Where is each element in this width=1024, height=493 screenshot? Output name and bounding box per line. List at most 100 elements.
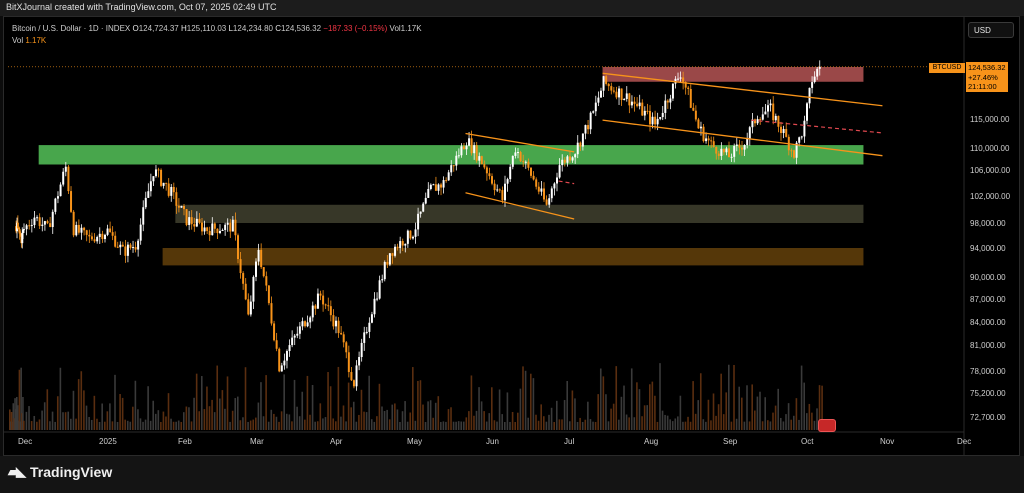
candle-body <box>273 323 276 341</box>
candle-body <box>666 100 669 103</box>
candle-body <box>514 152 517 156</box>
candle-body <box>144 197 147 208</box>
candle-body <box>599 90 602 98</box>
volume-bar <box>659 363 661 430</box>
volume-bar <box>496 421 498 430</box>
candle-body <box>780 126 782 134</box>
volume-bar <box>378 383 381 430</box>
candle-body <box>170 186 173 196</box>
tradingview-logo[interactable]: ▰◣ TradingView <box>8 464 112 480</box>
volume-bar <box>509 421 511 430</box>
candle-body <box>488 173 491 177</box>
candle-body <box>571 157 574 161</box>
volume-bar <box>208 406 211 430</box>
volume-bar <box>265 375 267 430</box>
candle-body <box>396 246 399 249</box>
volume-bar <box>470 375 473 430</box>
volume-bar <box>636 382 638 430</box>
volume-bar <box>38 419 41 430</box>
candle-body <box>728 148 730 158</box>
volume-bar <box>654 395 656 430</box>
volume-bar <box>242 417 244 430</box>
candle-body <box>316 293 319 309</box>
candle-body <box>260 249 263 268</box>
candle-body <box>684 81 687 88</box>
candle-body <box>329 306 332 316</box>
symbol-price-tag: BTCUSD <box>929 63 965 73</box>
candle-body <box>342 334 345 343</box>
volume-bar <box>183 412 185 430</box>
volume-bar <box>111 421 114 430</box>
candle-body <box>625 93 628 99</box>
volume-bar <box>519 388 522 430</box>
candle-body <box>470 138 473 154</box>
candle-body <box>811 82 814 88</box>
price-tick-label: 81,000.00 <box>970 341 1006 350</box>
candle-body <box>519 152 522 162</box>
volume-bar <box>201 376 203 430</box>
candle-body <box>754 119 756 124</box>
candle-body <box>445 180 448 182</box>
candle-body <box>23 229 25 231</box>
currency-button[interactable]: USD <box>968 22 1014 38</box>
candle-body <box>607 83 610 87</box>
candle-body <box>149 181 152 192</box>
volume-bar <box>587 401 589 430</box>
volume-bar <box>260 382 262 430</box>
volume-bar <box>267 421 270 430</box>
time-tick-label: Apr <box>330 437 343 446</box>
candle-body <box>376 298 379 300</box>
volume-bar <box>309 414 311 430</box>
volume-bar <box>811 412 813 430</box>
candle-body <box>301 321 304 327</box>
bar-countdown: 21:11:00 <box>968 82 997 91</box>
volume-bar <box>193 397 195 430</box>
time-tick-label: Jun <box>486 437 499 446</box>
candle-body <box>710 140 713 142</box>
volume-bar <box>563 400 566 430</box>
volume-bar <box>9 409 11 430</box>
volume-bar <box>126 420 129 430</box>
volume-bar <box>730 421 733 430</box>
candle-body <box>311 305 314 318</box>
volume-bar <box>90 419 93 430</box>
volume-bar <box>283 374 285 430</box>
volume-bar <box>388 419 391 430</box>
chart-frame[interactable] <box>3 16 1020 456</box>
candle-body <box>368 322 371 332</box>
candle-body <box>180 206 183 208</box>
volume-bar <box>537 420 540 430</box>
volume-bar <box>427 401 429 430</box>
volume-bar <box>119 394 121 430</box>
economic-event-icon[interactable] <box>818 419 836 432</box>
candle-body <box>664 100 667 113</box>
volume-bar <box>177 420 180 430</box>
volume-bar <box>679 395 682 430</box>
volume-bar <box>597 394 599 430</box>
candle-body <box>59 184 62 197</box>
candle-body <box>152 176 155 182</box>
volume-bar <box>566 381 568 430</box>
volume-bar <box>25 411 28 430</box>
volume-bar <box>498 389 501 430</box>
volume-bar <box>296 406 298 430</box>
candle-body <box>485 167 488 174</box>
volume-bar <box>116 421 119 430</box>
candle-body <box>244 283 247 300</box>
candle-body <box>545 199 548 205</box>
candle-body <box>54 198 57 212</box>
volume-bar <box>132 406 134 430</box>
volume-value: 1.17K <box>400 24 422 33</box>
attribution-text: BitXJournal created with TradingView.com… <box>6 2 277 12</box>
candle-body <box>656 118 659 125</box>
volume-bar <box>54 421 56 430</box>
volume-bar <box>605 394 607 430</box>
candle-body <box>803 120 806 137</box>
time-tick-label: Jul <box>564 437 574 446</box>
volume-bar <box>386 409 388 430</box>
change-value: −187.33 (−0.15%) <box>323 24 388 33</box>
volume-bar <box>18 369 21 430</box>
candle-body <box>332 315 335 327</box>
candle-body <box>524 161 527 163</box>
